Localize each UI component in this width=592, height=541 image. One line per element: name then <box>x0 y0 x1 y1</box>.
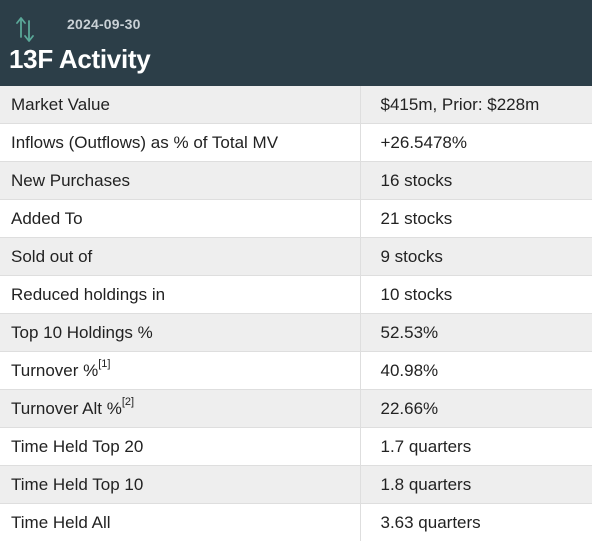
row-value-time-held-top-20: 1.7 quarters <box>359 427 592 466</box>
row-value-sold-out-of: 9 stocks <box>359 237 592 276</box>
activity-table: Market Value $415m, Prior: $228m Inflows… <box>0 86 592 541</box>
row-label-market-value: Market Value <box>0 86 360 124</box>
row-value-market-value: $415m, Prior: $228m <box>359 86 592 124</box>
row-label-reduced-holdings: Reduced holdings in <box>0 275 360 314</box>
panel-header: 2024-09-30 13F Activity <box>0 0 592 86</box>
table-row: Turnover %[1] 40.98% <box>0 351 592 390</box>
turnover-footnote-link[interactable]: [1] <box>98 357 111 370</box>
row-label-time-held-top-20: Time Held Top 20 <box>0 427 360 466</box>
row-label-time-held-all: Time Held All <box>0 503 360 541</box>
row-value-new-purchases: 16 stocks <box>359 161 592 200</box>
table-row: Time Held All 3.63 quarters <box>0 503 592 541</box>
table-row: Market Value $415m, Prior: $228m <box>0 86 592 124</box>
panel-title: 13F Activity <box>9 44 151 74</box>
row-value-turnover-alt: 22.66% <box>359 389 592 428</box>
turnover-alt-label: Turnover Alt % <box>11 398 122 418</box>
table-row: Time Held Top 20 1.7 quarters <box>0 427 592 466</box>
turnover-alt-footnote-link[interactable]: [2] <box>121 395 135 408</box>
table-row: Inflows (Outflows) as % of Total MV +26.… <box>0 123 592 162</box>
row-label-top-10-holdings: Top 10 Holdings % <box>0 313 360 352</box>
table-row: Sold out of 9 stocks <box>0 237 592 276</box>
table-row: Added To 21 stocks <box>0 199 592 238</box>
row-label-turnover: Turnover %[1] <box>0 351 360 390</box>
row-label-inflows: Inflows (Outflows) as % of Total MV <box>0 123 360 162</box>
table-row: Reduced holdings in 10 stocks <box>0 275 592 314</box>
report-date: 2024-09-30 <box>67 16 141 32</box>
row-value-top-10-holdings: 52.53% <box>359 313 592 352</box>
row-value-turnover: 40.98% <box>359 351 592 390</box>
row-value-time-held-all: 3.63 quarters <box>359 503 592 541</box>
row-value-added-to: 21 stocks <box>359 199 592 238</box>
table-row: Turnover Alt %[2] 22.66% <box>0 389 592 428</box>
up-down-arrows-icon <box>16 17 34 42</box>
row-label-turnover-alt: Turnover Alt %[2] <box>0 389 360 428</box>
row-value-reduced-holdings: 10 stocks <box>359 275 592 314</box>
table-row: Top 10 Holdings % 52.53% <box>0 313 592 352</box>
turnover-label: Turnover % <box>11 360 99 380</box>
row-value-time-held-top-10: 1.8 quarters <box>359 465 592 504</box>
row-label-sold-out-of: Sold out of <box>0 237 360 276</box>
row-label-new-purchases: New Purchases <box>0 161 360 200</box>
table-row: New Purchases 16 stocks <box>0 161 592 200</box>
row-value-inflows: +26.5478% <box>359 123 592 162</box>
row-label-time-held-top-10: Time Held Top 10 <box>0 465 360 504</box>
table-row: Time Held Top 10 1.8 quarters <box>0 465 592 504</box>
row-label-added-to: Added To <box>0 199 360 238</box>
